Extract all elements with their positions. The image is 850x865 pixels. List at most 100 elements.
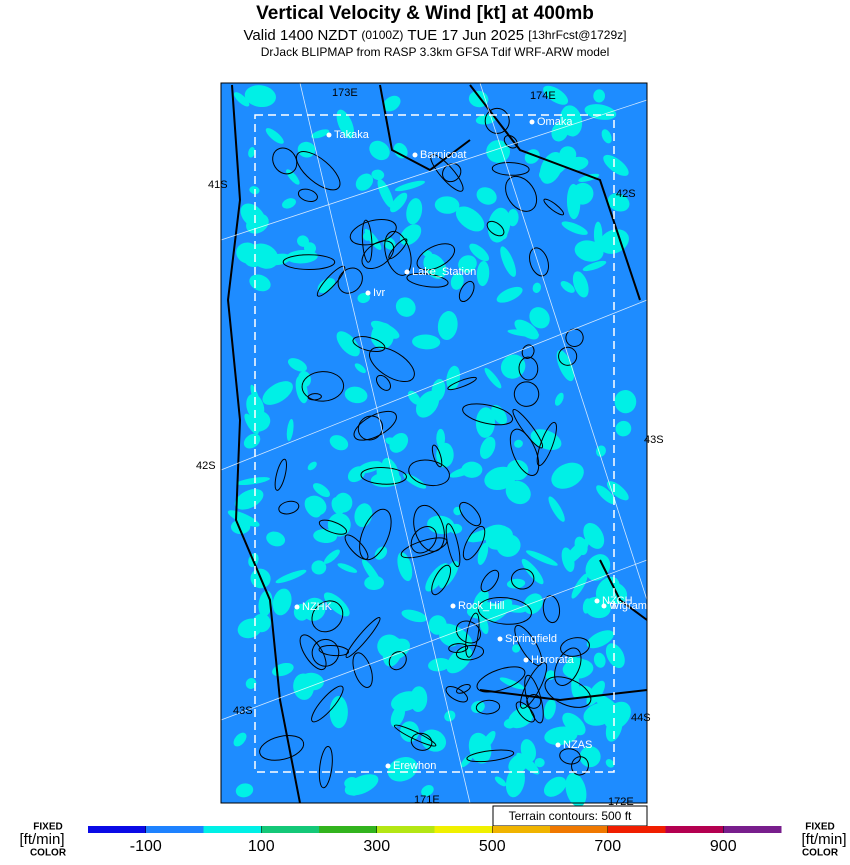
- updraft-cell: [458, 255, 477, 273]
- updraft-cell: [406, 198, 423, 225]
- updraft-cell: [471, 700, 485, 714]
- updraft-cell: [436, 428, 446, 448]
- updraft-cell: [377, 178, 394, 209]
- place-dot: [601, 603, 607, 609]
- updraft-cell: [323, 592, 350, 617]
- updraft-cell: [484, 466, 516, 491]
- updraft-cell: [605, 759, 615, 768]
- contour: [459, 501, 482, 527]
- inner-domain: [254, 114, 615, 773]
- updraft-cell: [355, 173, 374, 191]
- updraft-cell: [329, 695, 348, 729]
- updraft-cell: [450, 272, 464, 290]
- updraft-cell: [494, 776, 507, 787]
- updraft-cell: [543, 776, 567, 797]
- place-label: Lake_Station: [412, 266, 476, 278]
- grid-label: 42S: [196, 460, 216, 472]
- colorbar-segment: [665, 826, 724, 833]
- updraft-cell: [415, 390, 440, 418]
- updraft-cell: [262, 381, 293, 405]
- colorbar-segment: [319, 826, 378, 833]
- updraft-cell: [595, 445, 606, 457]
- contour: [559, 748, 581, 765]
- updraft-cell: [469, 243, 490, 262]
- updraft-cell: [548, 496, 565, 522]
- contour: [560, 637, 590, 657]
- updraft-cell: [560, 105, 583, 137]
- updraft-cell: [554, 392, 564, 406]
- colorbar-segment: [492, 826, 551, 833]
- updraft-cell: [323, 549, 340, 564]
- contour: [311, 685, 344, 723]
- contour: [357, 415, 384, 441]
- updraft-cell: [272, 588, 292, 616]
- updraft-cell: [449, 465, 476, 478]
- updraft-cell: [585, 554, 611, 581]
- place-label: NZCH: [602, 595, 633, 607]
- updraft-cell: [583, 522, 605, 549]
- updraft-cell: [476, 187, 497, 205]
- contour: [416, 243, 456, 271]
- updraft-cell: [428, 615, 447, 635]
- updraft-cell: [593, 652, 606, 668]
- updraft-cell: [571, 573, 588, 599]
- updraft-cell: [505, 766, 525, 798]
- contour: [510, 568, 535, 590]
- grid-label: 42S: [616, 188, 636, 200]
- updraft-cell: [265, 128, 284, 144]
- contour: [353, 410, 397, 441]
- updraft-cell: [327, 513, 351, 537]
- updraft-cell: [586, 630, 614, 649]
- updraft-cell: [334, 492, 353, 513]
- updraft-cell: [437, 311, 458, 340]
- terrain-note: Terrain contours: 500 ft: [509, 809, 632, 823]
- updraft-cell: [605, 712, 623, 742]
- updraft-cell: [543, 85, 569, 105]
- colorbar-label: 300: [363, 838, 390, 855]
- contour: [311, 638, 340, 667]
- updraft-cell: [484, 367, 502, 389]
- contour: [512, 408, 544, 449]
- updraft-cell: [561, 547, 575, 572]
- side-label: [ft/min]: [801, 831, 846, 848]
- contour: [431, 444, 443, 468]
- updraft-cell: [538, 157, 569, 180]
- updraft-cell: [390, 192, 408, 213]
- updraft-cell: [303, 242, 317, 255]
- grid-label: 43S: [644, 434, 664, 446]
- place-label: Rock_Hill: [458, 600, 504, 612]
- contour: [410, 732, 433, 751]
- updraft-cell: [371, 327, 386, 345]
- colorbar-label: 100: [248, 838, 275, 855]
- source: DrJack BLIPMAP from RASP 3.3km GFSA Tdif…: [261, 45, 610, 59]
- contour: [406, 272, 449, 288]
- updraft-cell: [412, 334, 441, 350]
- place-dot: [523, 657, 529, 663]
- updraft-cell: [428, 658, 451, 672]
- contour: [462, 403, 514, 426]
- updraft-cell: [252, 613, 271, 633]
- subtitle-part: (0100Z): [361, 28, 403, 42]
- contour: [465, 612, 480, 658]
- coastline: [226, 84, 648, 804]
- contour: [447, 376, 477, 391]
- contour: [518, 356, 539, 381]
- contour: [297, 188, 318, 202]
- updraft-cell: [374, 546, 388, 560]
- updraft-cell: [579, 746, 601, 768]
- contour: [282, 254, 336, 270]
- updraft-cell: [446, 646, 473, 674]
- updraft-cell: [389, 433, 409, 453]
- updraft-cell: [596, 485, 616, 505]
- updraft-cell: [337, 563, 358, 573]
- updraft-cell: [500, 246, 517, 277]
- place-dot: [365, 290, 371, 296]
- contour: [384, 230, 412, 276]
- terrain-contours: [259, 107, 592, 789]
- updraft-cell: [614, 390, 637, 414]
- updraft-cell: [446, 365, 461, 391]
- updraft-cell: [499, 677, 525, 690]
- side-label: COLOR: [30, 848, 67, 859]
- place-dot: [385, 763, 391, 769]
- updraft-cell: [311, 560, 327, 575]
